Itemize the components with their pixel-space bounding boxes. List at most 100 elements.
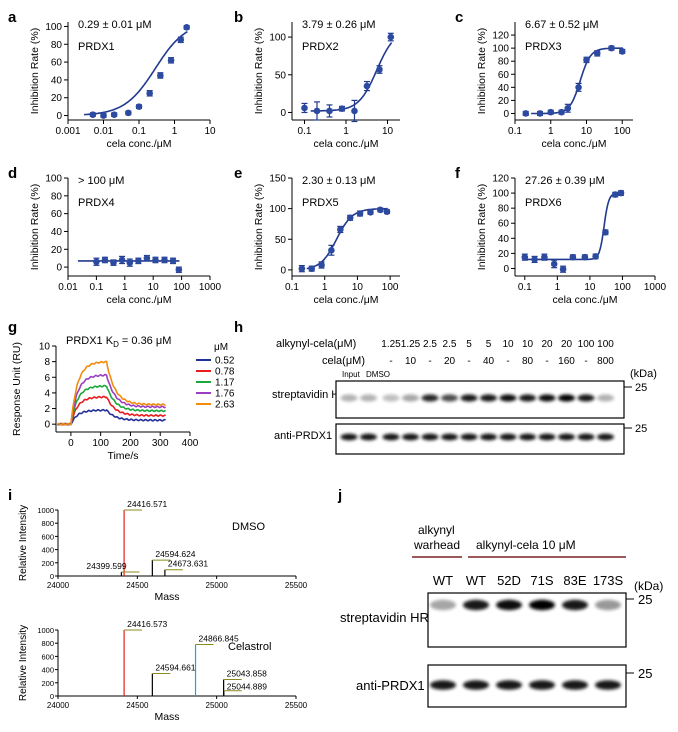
ms-peak-label: 24594.624	[155, 549, 195, 559]
ms-x-tick-label: 24000	[47, 701, 70, 710]
y-axis-label: Inhibition Rate (%)	[253, 184, 265, 270]
data-point	[531, 256, 538, 263]
h-bands-streptavidin	[340, 394, 614, 402]
data-point	[522, 110, 530, 117]
panel-label-i: i	[8, 487, 12, 504]
ms-peak-label: 24866.845	[199, 634, 239, 644]
protein-label: PRDX5	[302, 197, 339, 209]
data-point	[143, 254, 151, 262]
h-input-label: Input	[342, 370, 361, 379]
band	[340, 394, 358, 402]
data-point	[536, 110, 544, 117]
y-tick-label: 80	[51, 40, 63, 51]
band	[441, 394, 458, 402]
kd-title-tail: = 0.36 μM	[119, 335, 172, 347]
data-point	[118, 256, 126, 264]
panel-j-western: alkynyl warhead alkynyl-cela 10 μM WT WT 5…	[340, 523, 663, 708]
legend-label: 1.17	[215, 378, 235, 389]
h-row1-value: 5	[466, 339, 472, 350]
data-point	[313, 107, 321, 115]
data-point	[110, 111, 118, 118]
h-row2-value: 20	[444, 356, 456, 367]
ms-peak-label: 24416.573	[127, 619, 167, 629]
j-lane-label: 173S	[593, 573, 624, 588]
y-tick-label: 40	[51, 227, 63, 238]
x-tick-label: 0	[68, 438, 74, 449]
panel-label-e: e	[234, 165, 242, 182]
y-tick-label: 0	[56, 111, 62, 122]
data-point	[564, 104, 572, 112]
h-lane-labels: 1.25 1.25 2.5 2.5 5 5 10 10 20 20 100 100- 10-20-40-…	[381, 339, 614, 367]
data-point	[377, 206, 384, 214]
y-tick-label: 0	[503, 264, 509, 275]
data-point	[167, 57, 175, 64]
sensorgram-1.17	[57, 384, 167, 426]
data-point	[110, 259, 117, 266]
x-axis-label: cela conc./μM	[553, 294, 618, 306]
kd-title-sub: D	[113, 340, 119, 349]
band	[577, 433, 595, 441]
ms-y-label: Relative Intensity	[18, 505, 29, 581]
h-row2-value: 40	[483, 356, 495, 367]
protein-label: PRDX4	[78, 197, 115, 209]
data-point	[326, 107, 333, 115]
legend-label: 0.78	[215, 367, 235, 378]
y-axis-label: Inhibition Rate (%)	[29, 28, 41, 114]
band	[496, 680, 522, 690]
data-point	[100, 112, 107, 119]
x-tick-label: 0.01	[58, 282, 78, 293]
data-point	[157, 72, 164, 79]
ic50-annotation: 0.29 ± 0.01 μM	[78, 19, 152, 31]
band	[538, 394, 556, 402]
ms-condition-label: DMSO	[232, 521, 265, 533]
y-tick-label: 0	[44, 420, 50, 431]
y-tick-label: 100	[45, 22, 62, 33]
band	[529, 680, 555, 690]
x-tick-label: 100	[382, 282, 399, 293]
band	[430, 599, 456, 611]
data-point	[363, 82, 371, 90]
h-row1-value: 1.25	[401, 339, 421, 350]
ms-x-tick-label: 25500	[285, 581, 308, 590]
data-point	[583, 56, 590, 64]
x-tick-label: 1	[548, 126, 554, 137]
ms-peak-label: 24399.599	[86, 561, 126, 571]
h-row1-value: 10	[522, 339, 534, 350]
panel-label-a: a	[8, 9, 17, 26]
data-point	[177, 36, 185, 44]
data-point	[550, 260, 558, 268]
sensorgram-2.63	[57, 360, 166, 426]
data-point	[308, 265, 315, 272]
j-lane-labels: WT WT 52D 71S 83E 173S	[433, 573, 624, 588]
band	[430, 680, 456, 690]
h-blot2-frame	[335, 423, 625, 455]
h-kda: (kDa)	[630, 368, 657, 380]
data-point	[125, 109, 132, 117]
y-tick-label: 40	[51, 75, 63, 86]
legend-label: 1.76	[215, 389, 235, 400]
band	[480, 394, 497, 402]
ic50-annotation: 2.30 ± 0.13 μM	[302, 175, 376, 187]
data-point	[337, 226, 344, 233]
data-point	[608, 44, 615, 52]
h-row2-value: -	[467, 356, 470, 367]
ms-y-tick-label: 400	[41, 546, 54, 555]
data-point	[135, 257, 142, 265]
x-tick-label: 10	[352, 282, 364, 293]
band	[340, 433, 358, 441]
ms-y-tick-label: 600	[41, 532, 54, 541]
y-tick-label: 8	[44, 357, 50, 368]
x-tick-label: 10	[581, 126, 593, 137]
data-point	[301, 104, 308, 112]
h-blot2-label: anti-PRDX1	[274, 430, 332, 442]
band	[360, 394, 377, 402]
ms-x-tick-label: 25000	[206, 701, 229, 710]
data-point	[541, 253, 548, 261]
x-axis-label: cela conc./μM	[314, 294, 379, 306]
h-row2-label: cela(μM)	[322, 355, 365, 367]
ms-x-label: Mass	[154, 591, 179, 603]
panel-label-h: h	[234, 319, 243, 336]
